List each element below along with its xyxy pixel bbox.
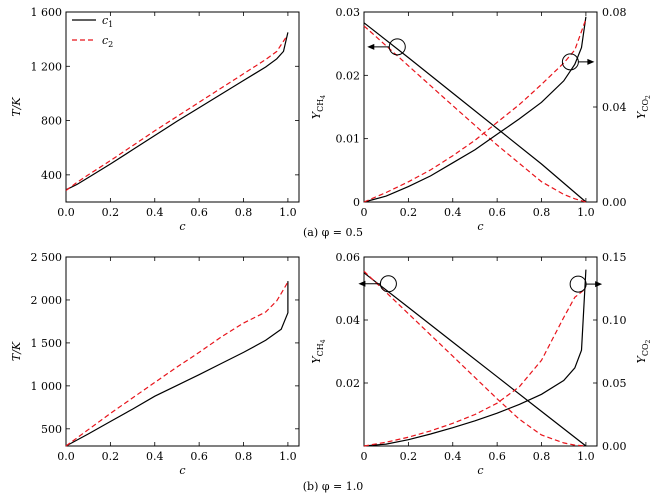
y2-axis-label: YCO2	[635, 339, 652, 363]
y-tick-label: 400	[41, 169, 62, 182]
y-tick-label: 0	[353, 196, 360, 209]
y2-tick-label: 0.05	[602, 377, 627, 390]
x-tick-label: 0.6	[488, 206, 506, 219]
y-tick-label: 0.03	[336, 6, 361, 19]
x-tick-label: 0.6	[190, 450, 208, 463]
y-axis-label: T/K	[10, 341, 23, 361]
x-tick-label: 0.6	[488, 450, 506, 463]
y-tick-label: 0.04	[336, 314, 361, 327]
y-tick-label: 0.01	[336, 133, 361, 146]
series-line-c2-co2	[363, 288, 587, 447]
y-tick-label: 500	[41, 423, 62, 436]
x-tick-label: 0.6	[190, 206, 208, 219]
plot-frame	[363, 11, 598, 203]
x-tick-label: 0	[361, 206, 368, 219]
annotation-arrowhead	[367, 43, 375, 50]
x-tick-label: 1.0	[577, 450, 595, 463]
series-line-c2	[65, 37, 287, 191]
series-line-c1-co2	[363, 16, 587, 203]
x-tick-label: 1.0	[279, 206, 297, 219]
y-tick-label: 800	[41, 115, 62, 128]
x-tick-label: 0.8	[235, 450, 253, 463]
series-line-c2-ch4	[363, 270, 586, 447]
annotation-arrowhead	[587, 58, 595, 65]
series-line-c2-co2	[363, 18, 587, 203]
x-tick-label: 0.4	[444, 450, 462, 463]
series-line-c1-ch4	[363, 22, 587, 203]
panel-a-right-plot: 0 0.2 0.4 0.6 0.8 1.0 c 0 0.01 0.02 0.03 YCH4 0.00 0.…	[310, 6, 652, 233]
plot-frame	[363, 256, 598, 447]
legend-c1-label: c1	[102, 14, 113, 29]
annotation-circle	[569, 275, 587, 293]
y2-tick-label: 0.00	[602, 440, 627, 453]
x-tick-label: 0.0	[57, 206, 75, 219]
x-axis-label: c	[179, 464, 185, 477]
x-tick-label: 0.4	[146, 206, 164, 219]
x-tick-label: 0.4	[444, 206, 462, 219]
y-axis-label: YCH4	[310, 339, 327, 363]
x-tick-label: 0.8	[533, 450, 551, 463]
caption-b: (b) φ = 1.0	[303, 480, 364, 493]
plot-frame	[65, 256, 300, 447]
series-line-c1	[65, 32, 289, 191]
y-axis-label: YCH4	[310, 95, 327, 119]
y2-tick-label: 0.04	[602, 101, 627, 114]
y2-tick-label: 0.10	[602, 314, 627, 327]
x-tick-label: 0.2	[102, 450, 120, 463]
y-tick-label: 1 600	[31, 6, 63, 19]
series-line-c1-co2	[363, 269, 587, 447]
y2-tick-label: 0.15	[602, 251, 627, 264]
y-tick-label: 1 000	[31, 380, 63, 393]
y-tick-label: 2 000	[31, 294, 63, 307]
y-tick-label: 0.02	[336, 377, 361, 390]
x-tick-label: 1.0	[577, 206, 595, 219]
plot-frame	[65, 11, 300, 203]
series-line-c2-ch4	[363, 25, 587, 203]
x-tick-label: 0.2	[400, 206, 418, 219]
y2-axis-label: YCO2	[635, 95, 652, 119]
x-tick-label: 0.0	[57, 450, 75, 463]
legend: c1 c2	[72, 14, 113, 49]
y-tick-label: 1 500	[31, 337, 63, 350]
x-tick-label: 0.2	[102, 206, 120, 219]
legend-c2-label: c2	[102, 34, 113, 49]
x-tick-label: 0.2	[400, 450, 418, 463]
x-axis-label: c	[477, 220, 483, 233]
y-tick-label: 1 200	[31, 60, 63, 73]
x-tick-label: 0	[361, 450, 368, 463]
annotation-arrowhead	[595, 281, 603, 288]
y-axis-label: T/K	[10, 97, 23, 117]
y-tick-label: 0.02	[336, 69, 361, 82]
y2-tick-label: 0.00	[602, 196, 627, 209]
panel-b-right-plot: 0 0.2 0.4 0.6 0.8 1.0 c 0.02 0.04 0.06 YCH4 0.00 0.0…	[310, 251, 652, 477]
y-tick-label: 2 500	[31, 251, 63, 264]
x-tick-label: 0.8	[533, 206, 551, 219]
annotation-circle	[388, 38, 406, 56]
panel-b-left-plot: 0.0 0.2 0.4 0.6 0.8 1.0 c 500 1 000 1 500 2 000 2 5…	[10, 251, 300, 477]
x-tick-label: 0.4	[146, 450, 164, 463]
x-axis-label: c	[179, 220, 185, 233]
panel-a-left-plot: 0.0 0.2 0.4 0.6 0.8 1.0 c 400 800 1 200 1 600 T/K	[10, 6, 300, 233]
annotation-circle	[379, 275, 397, 293]
x-tick-label: 1.0	[279, 450, 297, 463]
series-line-c2	[65, 281, 289, 447]
x-tick-label: 0.8	[235, 206, 253, 219]
annotation-arrowhead	[358, 280, 366, 287]
series-line-c1-ch4	[363, 272, 587, 447]
x-axis-label: c	[477, 464, 483, 477]
y2-tick-label: 0.08	[602, 6, 627, 19]
y-tick-label: 0.06	[336, 251, 361, 264]
caption-a: (a) φ = 0.5	[303, 226, 363, 239]
series-line-c1	[65, 281, 289, 447]
